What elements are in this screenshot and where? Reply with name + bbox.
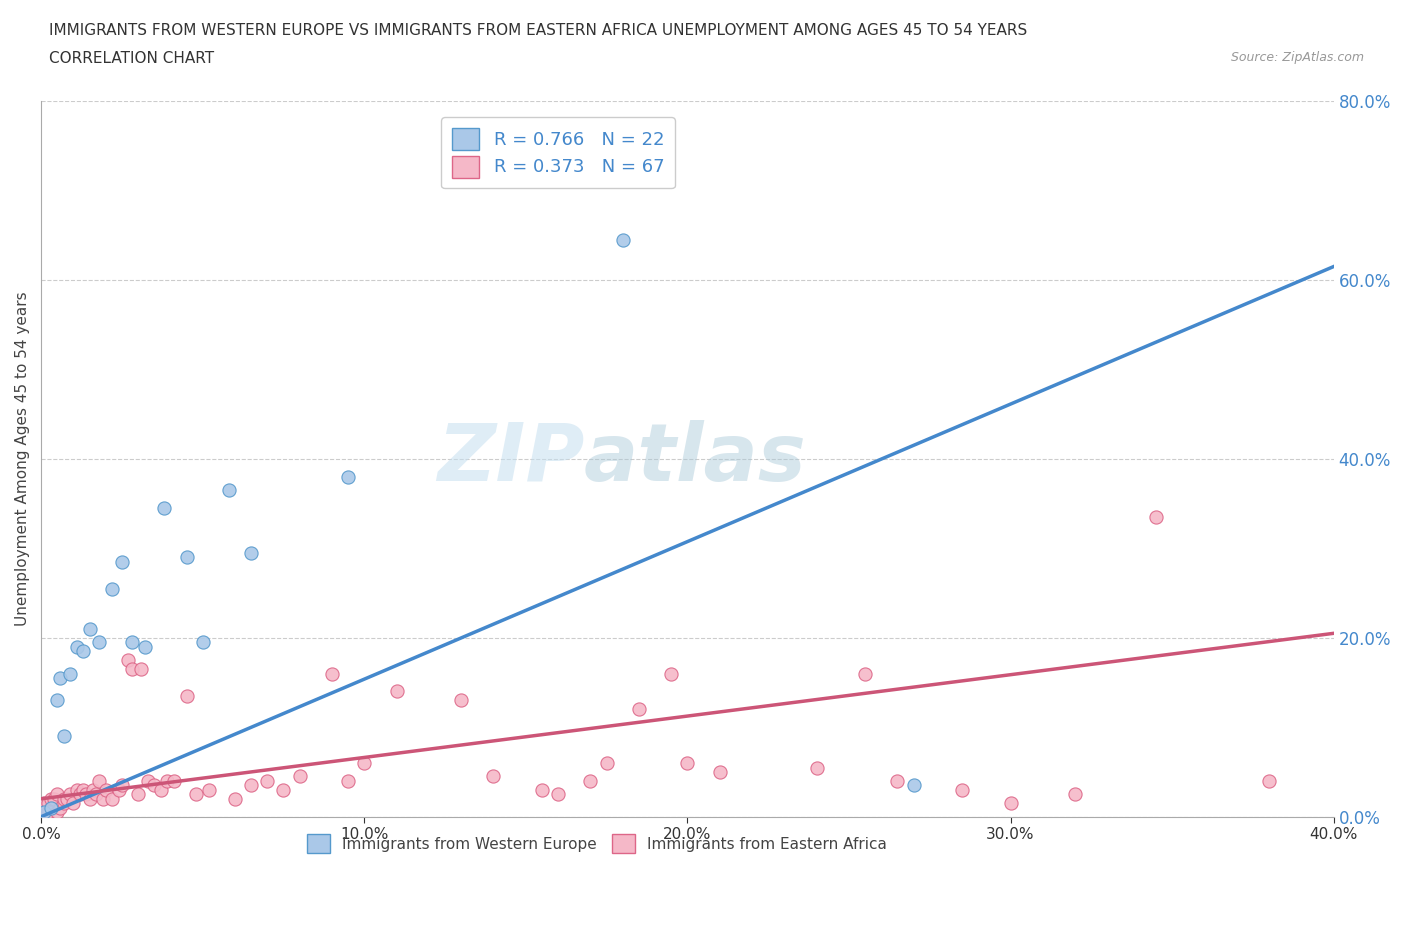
Point xyxy=(186,787,208,802)
Point xyxy=(72,644,94,658)
Point xyxy=(273,782,295,797)
Point xyxy=(59,787,82,802)
Point xyxy=(153,500,176,515)
Point xyxy=(34,801,56,816)
Point xyxy=(107,782,129,797)
Point xyxy=(129,661,152,676)
Point xyxy=(72,782,94,797)
Point xyxy=(1144,510,1167,525)
Point xyxy=(256,774,278,789)
Point xyxy=(191,635,214,650)
Point xyxy=(34,804,56,819)
Point xyxy=(46,787,69,802)
Point xyxy=(111,778,134,793)
Y-axis label: Unemployment Among Ages 45 to 54 years: Unemployment Among Ages 45 to 54 years xyxy=(15,292,30,626)
Point xyxy=(156,774,179,789)
Point xyxy=(62,796,84,811)
Point xyxy=(579,774,602,789)
Point xyxy=(121,635,143,650)
Point xyxy=(37,796,59,811)
Point xyxy=(52,729,75,744)
Point xyxy=(482,769,505,784)
Point xyxy=(337,470,360,485)
Point xyxy=(94,782,117,797)
Point xyxy=(56,791,79,806)
Point xyxy=(111,554,134,569)
Point xyxy=(89,635,111,650)
Point xyxy=(1064,787,1087,802)
Point xyxy=(34,796,56,811)
Point xyxy=(39,801,62,816)
Point xyxy=(46,693,69,708)
Text: CORRELATION CHART: CORRELATION CHART xyxy=(49,51,214,66)
Point xyxy=(353,755,375,770)
Point xyxy=(37,804,59,819)
Point xyxy=(337,774,360,789)
Point xyxy=(176,550,198,565)
Point xyxy=(49,801,72,816)
Point xyxy=(709,764,731,779)
Text: atlas: atlas xyxy=(583,419,807,498)
Point xyxy=(121,661,143,676)
Point xyxy=(91,791,114,806)
Point xyxy=(79,621,101,636)
Point xyxy=(84,787,107,802)
Point xyxy=(101,581,124,596)
Point xyxy=(806,760,828,775)
Point xyxy=(176,688,198,703)
Point xyxy=(886,774,908,789)
Legend: Immigrants from Western Europe, Immigrants from Eastern Africa: Immigrants from Western Europe, Immigran… xyxy=(301,829,893,859)
Point xyxy=(59,666,82,681)
Text: IMMIGRANTS FROM WESTERN EUROPE VS IMMIGRANTS FROM EASTERN AFRICA UNEMPLOYMENT AM: IMMIGRANTS FROM WESTERN EUROPE VS IMMIGR… xyxy=(49,23,1028,38)
Point xyxy=(659,666,682,681)
Point xyxy=(101,791,124,806)
Point xyxy=(240,778,263,793)
Point xyxy=(288,769,311,784)
Point xyxy=(66,782,89,797)
Point xyxy=(117,653,139,668)
Text: Source: ZipAtlas.com: Source: ZipAtlas.com xyxy=(1230,51,1364,64)
Point xyxy=(127,787,149,802)
Point xyxy=(52,796,75,811)
Point xyxy=(46,804,69,819)
Point xyxy=(82,782,104,797)
Point xyxy=(547,787,569,802)
Point xyxy=(595,755,617,770)
Point xyxy=(450,693,472,708)
Point xyxy=(134,639,156,654)
Point xyxy=(69,787,91,802)
Point xyxy=(530,782,553,797)
Point xyxy=(1000,796,1022,811)
Point xyxy=(49,671,72,685)
Point xyxy=(903,778,925,793)
Point xyxy=(321,666,343,681)
Point xyxy=(42,791,65,806)
Point xyxy=(1258,774,1281,789)
Point xyxy=(612,232,634,247)
Point xyxy=(676,755,699,770)
Point xyxy=(39,801,62,816)
Point xyxy=(39,791,62,806)
Point xyxy=(198,782,221,797)
Point xyxy=(136,774,159,789)
Point xyxy=(950,782,973,797)
Point xyxy=(79,791,101,806)
Point xyxy=(240,545,263,560)
Point xyxy=(162,774,184,789)
Point xyxy=(52,791,75,806)
Point xyxy=(627,702,650,717)
Point xyxy=(149,782,172,797)
Point xyxy=(218,483,240,498)
Point xyxy=(89,774,111,789)
Point xyxy=(75,787,97,802)
Point xyxy=(66,639,89,654)
Point xyxy=(143,778,166,793)
Point xyxy=(224,791,246,806)
Text: ZIP: ZIP xyxy=(437,419,583,498)
Point xyxy=(385,684,408,699)
Point xyxy=(853,666,876,681)
